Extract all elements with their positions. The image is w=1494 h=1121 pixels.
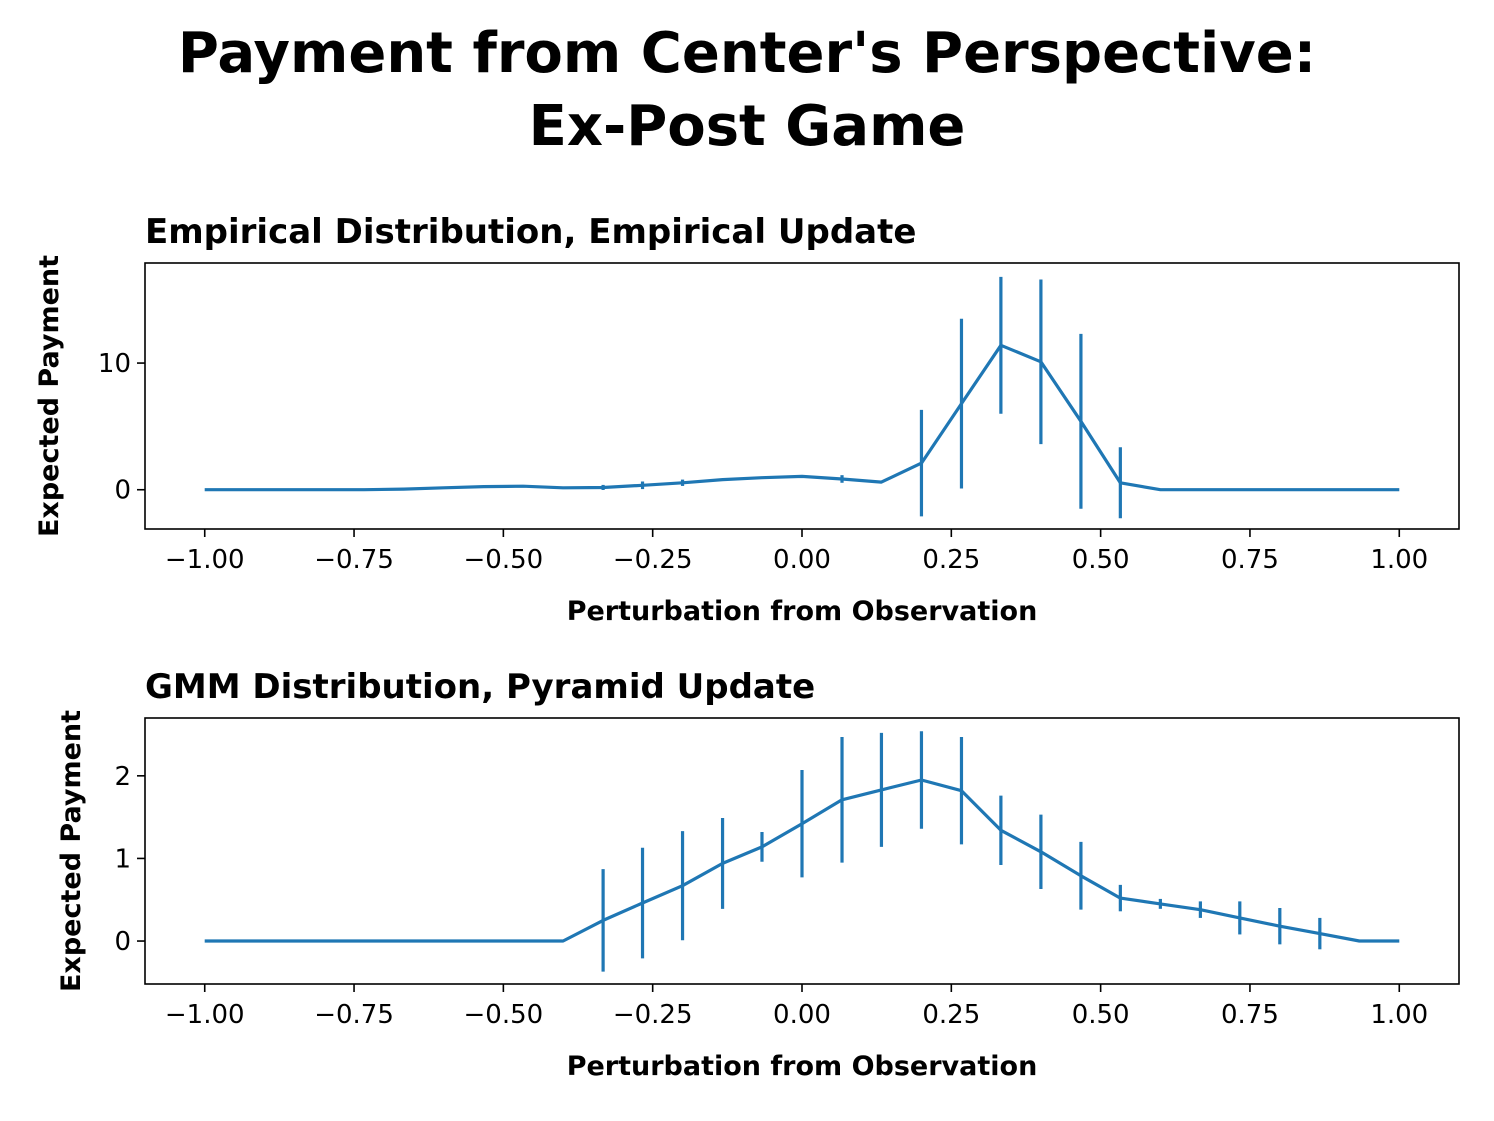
x-tick-label: 0.00 xyxy=(773,545,831,575)
x-tick-label: 0.75 xyxy=(1221,1000,1279,1030)
x-tick-label: −0.50 xyxy=(464,545,544,575)
x-tick-label: 0.00 xyxy=(773,1000,831,1030)
x-tick-label: 1.00 xyxy=(1370,1000,1428,1030)
x-tick-label: 0.25 xyxy=(922,545,980,575)
x-tick-label: −1.00 xyxy=(165,1000,245,1030)
x-tick-label: −0.50 xyxy=(464,1000,544,1030)
x-tick-label: −1.00 xyxy=(165,545,245,575)
chart-panel-gmm: GMM Distribution, Pyramid Update −1.00 −0.… xyxy=(56,667,1460,1082)
y-tick-label: 0 xyxy=(114,927,131,957)
figure-title-line2: Ex-Post Game xyxy=(529,94,966,159)
y-axis-label: Expected Payment xyxy=(56,710,87,992)
figure-title-line1: Payment from Center's Perspective: xyxy=(178,21,1316,86)
x-tick-label: −0.75 xyxy=(314,1000,394,1030)
x-tick-label: −0.75 xyxy=(314,545,394,575)
axes-frame xyxy=(144,262,1460,530)
x-tick-label: 0.50 xyxy=(1072,1000,1130,1030)
x-tick-label: 0.25 xyxy=(922,1000,980,1030)
x-tick-label: 1.00 xyxy=(1370,545,1428,575)
y-tick-label: 0 xyxy=(114,476,131,506)
x-tick-label: −0.25 xyxy=(613,1000,693,1030)
x-tick-label: −0.25 xyxy=(613,545,693,575)
y-tick-label: 1 xyxy=(114,844,131,874)
x-tick-label: 0.50 xyxy=(1072,545,1130,575)
panel-title: Empirical Distribution, Empirical Update xyxy=(145,212,916,252)
panel-title: GMM Distribution, Pyramid Update xyxy=(145,667,815,707)
axes-frame xyxy=(144,717,1460,985)
y-axis-label: Expected Payment xyxy=(34,255,65,537)
y-tick-label: 2 xyxy=(114,762,131,792)
x-axis-label: Perturbation from Observation xyxy=(567,1051,1038,1082)
y-tick-label: 10 xyxy=(98,349,131,379)
x-tick-label: 0.75 xyxy=(1221,545,1279,575)
chart-panel-empirical: Empirical Distribution, Empirical Update… xyxy=(34,212,1460,627)
series-line xyxy=(204,343,1400,492)
x-axis-label: Perturbation from Observation xyxy=(567,596,1038,627)
